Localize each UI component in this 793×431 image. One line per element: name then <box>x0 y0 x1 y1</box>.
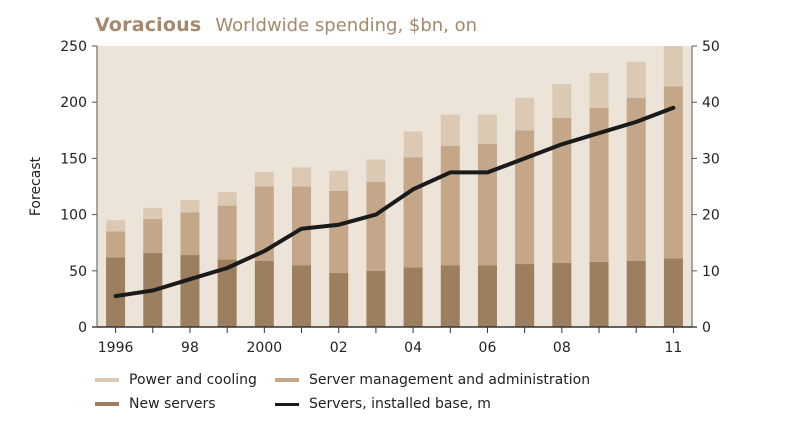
x-tick-label-11: 11 <box>664 340 682 356</box>
bar-server-management-and-administration-2000 <box>254 186 274 261</box>
legend-label-power: Power and cooling <box>129 372 257 388</box>
bar-server-management-and-administration-2003 <box>366 182 386 271</box>
bar-power-and-cooling-2007 <box>515 97 535 131</box>
bar-power-and-cooling-1996 <box>106 220 126 232</box>
bar-power-and-cooling-1998 <box>180 199 200 213</box>
bar-server-management-and-administration-2006 <box>477 143 497 266</box>
bar-power-and-cooling-2009 <box>589 72 609 108</box>
x-tick-label-98: 98 <box>181 340 199 356</box>
x-tick-label-1996: 1996 <box>98 340 134 356</box>
bar-power-and-cooling-2003 <box>366 159 386 183</box>
bar-new-servers-2006 <box>477 265 497 327</box>
y-axis-label: Forecast <box>28 156 44 216</box>
bar-server-management-and-administration-2004 <box>403 157 423 268</box>
y2-tick-label-20: 20 <box>702 208 720 224</box>
bar-new-servers-1996 <box>106 257 126 327</box>
y-tick-label-100: 100 <box>60 208 87 224</box>
bar-new-servers-2007 <box>515 264 535 327</box>
y2-tick-label-30: 30 <box>702 151 720 167</box>
bar-new-servers-2011 <box>663 258 683 327</box>
bar-new-servers-2009 <box>589 261 609 327</box>
legend-swatch-new <box>95 402 119 406</box>
bar-new-servers-2010 <box>626 260 646 327</box>
legend-item-mgmt: Server management and administration <box>275 372 590 388</box>
legend-item-power: Power and cooling <box>95 372 257 388</box>
bar-server-management-and-administration-2001 <box>292 186 312 266</box>
chart-title-row: Voracious Worldwide spending, $bn, on <box>95 14 477 42</box>
bar-power-and-cooling-2001 <box>292 167 312 187</box>
legend-swatch-power <box>95 378 119 382</box>
x-tick-label-08: 08 <box>553 340 571 356</box>
bar-power-and-cooling-2005 <box>440 114 460 147</box>
y2-tick-label-50: 50 <box>702 39 720 55</box>
bar-power-and-cooling-2006 <box>477 114 497 144</box>
legend-swatch-mgmt <box>275 378 299 382</box>
y-tick-label-200: 200 <box>60 95 87 111</box>
legend-label-mgmt: Server management and administration <box>309 372 591 388</box>
y2-tick-label-10: 10 <box>702 264 720 280</box>
bar-server-management-and-administration-2007 <box>515 130 535 265</box>
y-tick-label-50: 50 <box>69 264 87 280</box>
bar-new-servers-2001 <box>292 265 312 327</box>
bar-new-servers-2004 <box>403 267 423 327</box>
legend-label-new: New servers <box>129 396 216 412</box>
bar-power-and-cooling-1997 <box>143 207 163 220</box>
bar-new-servers-2003 <box>366 270 386 327</box>
bar-server-management-and-administration-1999 <box>217 205 237 260</box>
y2-tick-label-0: 0 <box>702 320 711 336</box>
bar-power-and-cooling-2000 <box>254 171 274 187</box>
bar-power-and-cooling-1999 <box>217 192 237 206</box>
bar-server-management-and-administration-2002 <box>329 190 349 274</box>
legend-item-new: New servers <box>95 396 216 412</box>
bar-server-management-and-administration-1998 <box>180 212 200 256</box>
bar-new-servers-1999 <box>217 259 237 327</box>
bar-new-servers-2000 <box>254 260 274 327</box>
x-tick-label-06: 06 <box>479 340 497 356</box>
x-tick-label-04: 04 <box>404 340 422 356</box>
bar-new-servers-1998 <box>180 255 200 327</box>
bar-power-and-cooling-2004 <box>403 131 423 158</box>
line-installed-base <box>113 105 676 299</box>
y-tick-label-0: 0 <box>78 320 87 336</box>
y-tick-label-250: 250 <box>60 39 87 55</box>
bar-server-management-and-administration-2011 <box>663 86 683 259</box>
bar-new-servers-2008 <box>552 262 572 327</box>
bar-server-management-and-administration-2010 <box>626 97 646 261</box>
bar-server-management-and-administration-2009 <box>589 107 609 262</box>
bar-new-servers-2002 <box>329 273 349 327</box>
bar-new-servers-2005 <box>440 265 460 327</box>
chart-title: Voracious <box>95 14 202 36</box>
legend-swatch-base <box>275 402 299 406</box>
bar-power-and-cooling-2011 <box>663 46 683 87</box>
legend-item-base: Servers, installed base, m <box>275 396 491 412</box>
legend-label-base: Servers, installed base, m <box>309 396 491 412</box>
x-tick-label-2000: 2000 <box>247 340 283 356</box>
y2-tick-label-40: 40 <box>702 95 720 111</box>
bar-server-management-and-administration-2005 <box>440 146 460 266</box>
bar-server-management-and-administration-2008 <box>552 117 572 263</box>
bar-server-management-and-administration-1996 <box>106 231 126 258</box>
bar-server-management-and-administration-1997 <box>143 219 163 253</box>
x-tick-label-02: 02 <box>330 340 348 356</box>
y-tick-label-150: 150 <box>60 151 87 167</box>
bar-power-and-cooling-2002 <box>329 170 349 191</box>
bar-power-and-cooling-2010 <box>626 61 646 98</box>
chart-subtitle: Worldwide spending, $bn, on <box>215 15 478 36</box>
bar-power-and-cooling-2008 <box>552 84 572 118</box>
